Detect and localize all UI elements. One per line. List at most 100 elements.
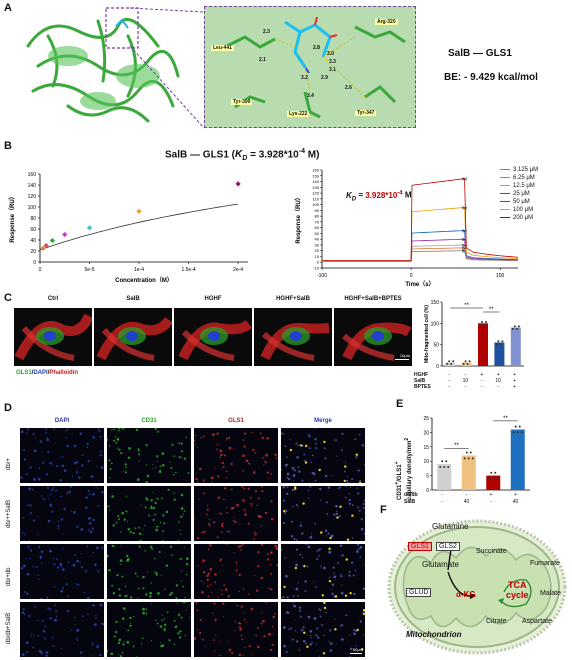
- fluorescence-spot: [308, 447, 311, 450]
- fluorescence-spot: [241, 544, 244, 547]
- protein-structure-image: [26, 7, 180, 123]
- succinate-label: Succinate: [476, 548, 507, 555]
- fluorescence-spot: [65, 430, 67, 432]
- fluorescence-spot: [70, 510, 73, 512]
- fluorescence-spot: [47, 519, 51, 523]
- scale-bar-label: 50μm: [352, 647, 363, 652]
- fluorescence-spot: [30, 548, 32, 551]
- y-axis-label: Response（RU）: [8, 193, 16, 242]
- fluorescence-spot: [295, 587, 299, 591]
- tissue-image-art: [107, 602, 191, 657]
- phalloidin-stain: [261, 331, 315, 361]
- treatment-row-label: SalB: [414, 378, 426, 384]
- fluorescence-spot: [347, 481, 349, 483]
- fluorescence-spot: [60, 647, 62, 650]
- panel-e-label: E: [396, 398, 404, 410]
- fluorescence-spot: [219, 559, 222, 562]
- fluorescence-spot: [55, 465, 58, 468]
- fluorescence-spot: [266, 553, 269, 556]
- replicate-point: [483, 323, 485, 326]
- fluorescence-spot: [146, 498, 149, 501]
- fluorescence-spot: [261, 611, 263, 613]
- fluorescence-spot: [127, 456, 131, 459]
- fluorescence-spot: [47, 450, 50, 453]
- colocalization-spot: [320, 531, 323, 534]
- residue-label-arg320: Arg-320: [375, 19, 398, 25]
- fluorescence-spot: [200, 638, 202, 640]
- fluorescence-spot: [112, 439, 116, 442]
- fluorescence-spot: [252, 503, 254, 505]
- fluorescence-spot: [241, 486, 244, 488]
- treatment-row-label: db/db: [404, 492, 418, 498]
- fluorescence-spot: [341, 638, 344, 641]
- fluorescence-spot: [20, 529, 21, 531]
- fluorescence-spot: [231, 651, 234, 654]
- fluorescence-spot: [118, 428, 121, 430]
- fluorescence-spot: [138, 526, 140, 529]
- mitochondrion-label: Mitochondrion: [406, 630, 462, 639]
- fluorescence-spot: [89, 529, 91, 531]
- fluorescence-spot: [86, 442, 89, 445]
- fluorescence-spot: [271, 625, 274, 628]
- fluorescence-spot: [179, 557, 182, 561]
- colocalization-spot: [361, 648, 364, 651]
- tissue-image: [107, 544, 191, 599]
- fluorescence-spot: [36, 533, 39, 535]
- treatment-cell: -: [497, 384, 500, 390]
- fluorescence-spot: [62, 586, 65, 589]
- fluorescence-spot: [217, 475, 220, 478]
- tissue-image: [20, 428, 104, 483]
- fluorescence-spot: [338, 515, 341, 518]
- fluorescence-spot: [52, 487, 55, 489]
- fluorescence-spot: [242, 454, 245, 458]
- fluorescence-spot: [225, 506, 228, 509]
- fluorescence-spot: [21, 653, 25, 656]
- fluorescence-spot: [102, 622, 104, 626]
- treatment-cell: -: [480, 384, 483, 390]
- fluorescence-spot: [111, 429, 113, 431]
- fluorescence-spot: [203, 492, 206, 495]
- fluorescence-spot: [262, 456, 264, 459]
- colocalization-spot: [294, 487, 297, 491]
- fluorescence-spot: [238, 510, 240, 512]
- fluorescence-spot: [155, 619, 157, 622]
- binding-energy: BE: - 9.429 kcal/mol: [444, 72, 538, 83]
- fluorescence-spot: [124, 585, 127, 588]
- fluorescence-spot: [221, 524, 224, 528]
- fluorescence-spot: [145, 613, 148, 615]
- fluorescence-spot: [298, 470, 301, 473]
- fluorescence-spot: [207, 548, 210, 551]
- fluorescence-spot: [77, 583, 80, 586]
- tissue-image: [20, 486, 104, 541]
- fluorescence-spot: [175, 597, 178, 599]
- bar: [461, 362, 472, 366]
- fluorescence-spot: [115, 630, 118, 634]
- fluorescence-spot: [340, 573, 342, 575]
- bar: [510, 429, 525, 490]
- condition-label: HGHF+SalB+BPTES: [344, 296, 402, 302]
- treatment-cell: +: [496, 372, 500, 378]
- dapi-nucleus: [44, 331, 56, 341]
- fluorescence-spot: [223, 498, 225, 501]
- condition-label: HGHF: [204, 296, 222, 302]
- fluorescence-spot: [319, 487, 322, 491]
- fluorescence-spot: [218, 512, 221, 514]
- tissue-image-art: [107, 544, 189, 599]
- fluorescence-spot: [344, 496, 347, 499]
- sensorgram-line: [322, 178, 519, 262]
- fluorescence-spot: [237, 546, 240, 548]
- fluorescence-spot: [118, 588, 121, 591]
- fluorescence-spot: [107, 650, 109, 653]
- sensorgram-line: [322, 207, 519, 262]
- fluorescence-spot: [262, 619, 265, 623]
- fluorescence-spot: [290, 535, 294, 538]
- fluorescence-spot: [214, 573, 217, 576]
- fluorescence-spot: [28, 487, 32, 491]
- fluorescence-spot: [141, 533, 143, 536]
- fluorescence-spot: [244, 432, 247, 435]
- fluorescence-spot: [319, 655, 321, 657]
- fluorescence-spot: [268, 478, 270, 480]
- fluorescence-spot: [281, 432, 283, 435]
- tissue-image: [20, 602, 104, 657]
- fluorescence-spot: [87, 517, 91, 520]
